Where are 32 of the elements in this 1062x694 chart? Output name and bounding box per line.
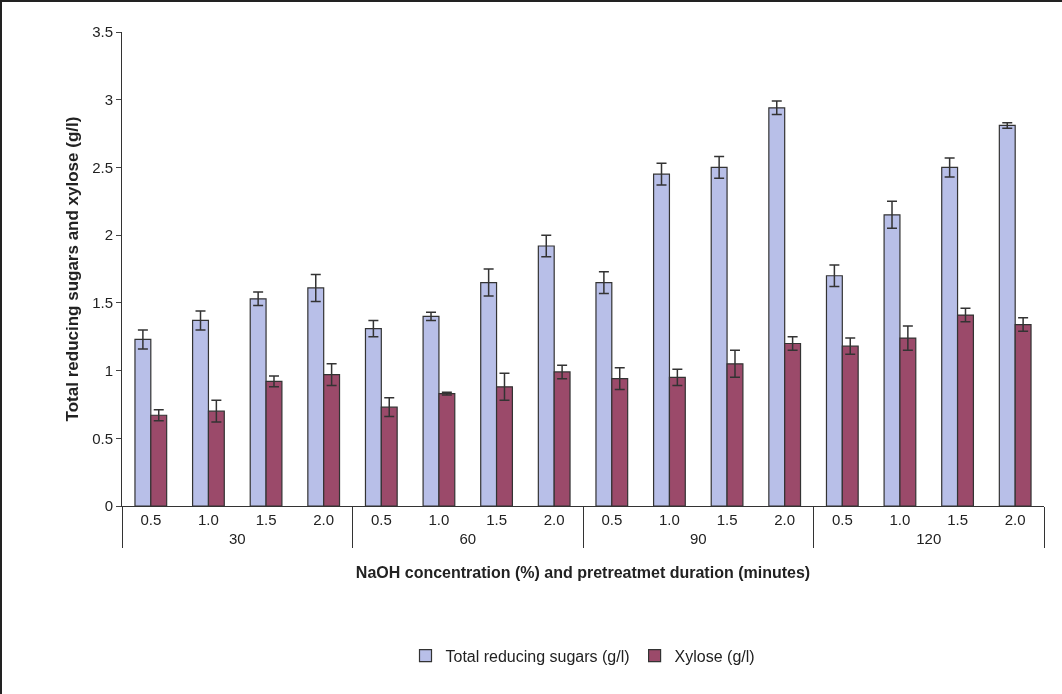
text: 30 bbox=[228, 530, 246, 547]
x-tick-label: 0.5 bbox=[370, 511, 392, 528]
x-tick-label: 0.5 bbox=[140, 511, 162, 528]
x-tick-label: 1.5 bbox=[255, 511, 277, 528]
x-tick-label: 1.5 bbox=[486, 511, 507, 528]
x-tick-label: 0.5 bbox=[601, 511, 623, 528]
y-tick-label: 1 bbox=[104, 361, 113, 379]
x-tick-label: 1.0 bbox=[889, 511, 911, 528]
x-tick-label: 1.0 bbox=[659, 511, 680, 528]
y-tick-label: 2.5 bbox=[92, 158, 113, 176]
y-tick-label: 3.5 bbox=[92, 23, 113, 41]
y-tick-label: 2 bbox=[104, 226, 113, 244]
y-tick-label: 1.5 bbox=[92, 294, 113, 312]
x-tick-label: 2.0 bbox=[313, 511, 335, 528]
legend-label: Total reducing sugars (g/l) bbox=[445, 647, 630, 665]
x-tick-label: 1.5 bbox=[716, 511, 738, 528]
x-tick-label: 1.0 bbox=[428, 511, 450, 528]
text: 120 bbox=[916, 530, 942, 547]
text: 60 bbox=[459, 530, 477, 547]
x-tick-label: 1.5 bbox=[947, 511, 968, 528]
x-tick-label: 0.5 bbox=[831, 511, 853, 528]
legend-label: Xylose (g/l) bbox=[674, 647, 755, 665]
x-tick-label: 2.0 bbox=[774, 511, 796, 528]
x-tick-label: 2.0 bbox=[543, 511, 565, 528]
y-tick-label: 0.5 bbox=[92, 429, 113, 447]
y-axis-title: Total reducing sugars and xylose (g/l) bbox=[63, 116, 82, 422]
x-tick-label: 2.0 bbox=[1004, 511, 1026, 528]
y-tick-label: 3 bbox=[104, 90, 113, 108]
y-tick-label: 0 bbox=[104, 497, 113, 515]
x-axis-title: NaOH concentration (%) and pretreatmet duration (minutes) bbox=[355, 563, 811, 581]
text: 90 bbox=[689, 530, 707, 547]
x-tick-label: 1.0 bbox=[198, 511, 219, 528]
